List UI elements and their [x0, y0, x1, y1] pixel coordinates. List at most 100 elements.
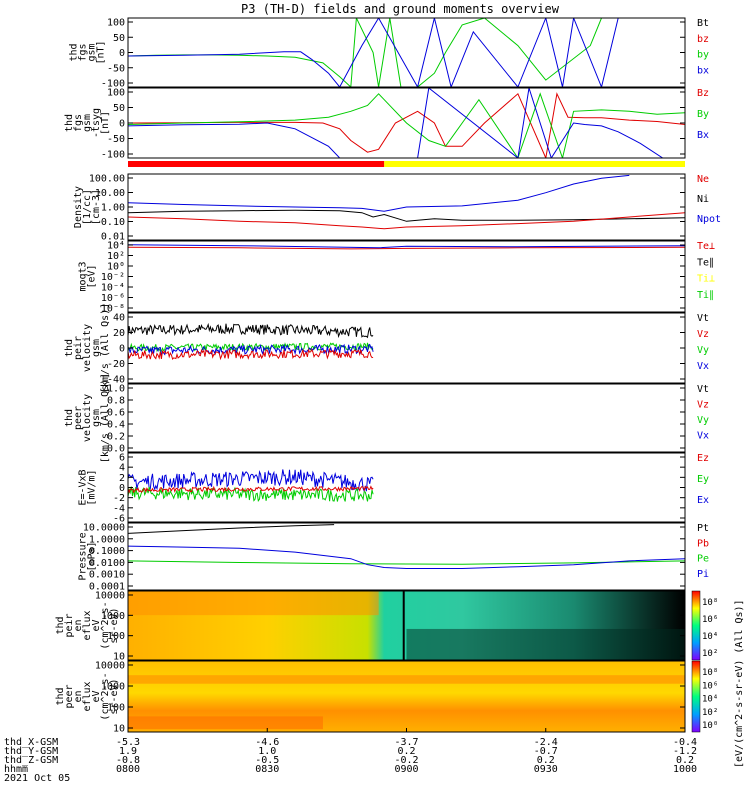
- panel-frame: [127, 383, 686, 453]
- y-axis-label-line: [nT]: [96, 40, 107, 64]
- y-axis-label-line: en: [73, 619, 84, 631]
- legend-entry-Vx: Vx: [697, 361, 709, 372]
- x-row-value: 0900: [394, 764, 418, 775]
- y-axis-label: thdpeervelocitygsm[km/s (All Qs)]: [64, 373, 111, 463]
- y-axis-label-line: [cm-3]: [91, 189, 102, 225]
- y-axis-label-line: thd: [64, 114, 75, 132]
- colorbar-strip: [691, 590, 701, 661]
- legend-entry-Vz: Vz: [697, 329, 709, 340]
- series-group: [128, 469, 374, 503]
- y-tick-label: -100: [101, 79, 125, 90]
- x-row-value: -0.8: [116, 755, 140, 766]
- legend-entry-Pe: Pe: [697, 554, 709, 565]
- legend-entry-Ez: Ez: [697, 453, 709, 464]
- colorbar-tick: 10⁶: [702, 615, 718, 625]
- y-axis-label-line: -tsyg: [91, 108, 102, 138]
- colorbar-tick: 10⁴: [702, 632, 718, 642]
- mode-bar: [128, 161, 685, 167]
- y-axis-label: Density[1/cc][cm-3]: [73, 186, 102, 228]
- panel-frame: [127, 312, 686, 384]
- y-tick-label: -100: [101, 150, 125, 161]
- y-axis-label: thdpeirenefluxeV(cm^2-s-sr-eV): [55, 601, 120, 649]
- series-line-Ey: [128, 486, 374, 503]
- series-line-Pi: [128, 545, 685, 569]
- series-line-Pe: [128, 560, 685, 565]
- x-date-label: 2021 Oct 05: [4, 773, 70, 784]
- y-axis-label-line: Pressure: [78, 532, 89, 580]
- y-axis-label-line: Density: [73, 186, 84, 228]
- y-tick-label: 0: [119, 48, 125, 59]
- y-tick-label: 10⁻⁴: [101, 283, 125, 294]
- y-axis-label-line: eV: [91, 690, 102, 702]
- y-tick-label: -4: [113, 503, 125, 514]
- y-tick-label: 10⁴: [107, 241, 125, 252]
- y-axis-label-line: peir: [64, 613, 75, 637]
- x-row-label-1: thd_Y-GSM: [4, 746, 58, 757]
- y-axis-label: moqt3[eV]: [78, 261, 98, 291]
- legend-entry-Vy: Vy: [697, 415, 709, 426]
- legend-entry-Ey: Ey: [697, 474, 709, 485]
- y-tick-label: 1.0000: [89, 534, 125, 545]
- colorbar-label: [eV/(cm^2-s-sr-eV) (All Qs)]: [734, 599, 745, 768]
- x-row-value: -1.2: [673, 746, 697, 757]
- y-tick-label: 10000: [95, 591, 125, 602]
- y-tick-label: 100.00: [89, 174, 125, 185]
- y-tick-label: 0.4: [107, 420, 125, 431]
- y-tick-label: 10.0000: [83, 523, 125, 534]
- legend-entry-Ex: Ex: [697, 495, 709, 506]
- x-row-value: 0.2: [537, 755, 555, 766]
- y-tick-label: -2: [113, 493, 125, 504]
- y-tick-label: 10⁻⁶: [101, 293, 125, 304]
- series-line-Npot: [128, 174, 630, 212]
- panel-density: 100.00 10.00 1.00 0.10 0.01 Density[1/cc][cm-…: [73, 173, 721, 243]
- y-tick-label: 0.1000: [89, 546, 125, 557]
- legend-entry-Te∥: Te∥: [697, 257, 714, 268]
- y-axis-label-line: en: [73, 690, 84, 702]
- legend-entry-Vt: Vt: [697, 384, 709, 395]
- legend-entry-Ti∥: Ti∥: [697, 290, 714, 301]
- y-tick-label: 0: [119, 119, 125, 130]
- y-tick-label: 6: [119, 453, 125, 464]
- colorbar-tick: 10⁸: [702, 598, 718, 608]
- y-tick-label: -50: [107, 134, 125, 145]
- colorbar-tick: 10²: [702, 649, 718, 659]
- y-axis-label-line: [eV]: [87, 264, 98, 288]
- x-row-value: -0.4: [673, 737, 697, 748]
- y-tick-label: 2: [119, 473, 125, 484]
- legend-entry-Pt: Pt: [697, 523, 709, 534]
- series-line-Ne: [128, 212, 685, 230]
- y-axis-label-line: eflux: [82, 610, 93, 640]
- y-tick-label: 1.00: [101, 203, 125, 214]
- x-row-value: -0.5: [255, 755, 279, 766]
- series-line-Ex: [128, 469, 374, 493]
- y-tick-label: 100: [107, 18, 125, 29]
- legend-entry-Npot: Npot: [697, 214, 721, 225]
- x-row-value: 0830: [255, 764, 279, 775]
- x-row-value: -5.3: [116, 737, 140, 748]
- series-group: [128, 524, 685, 569]
- y-tick-label: 10⁻²: [101, 272, 125, 283]
- y-tick-label: 0: [119, 344, 125, 355]
- series-line-Bx: [128, 88, 663, 158]
- series-group: [128, 322, 374, 361]
- colorbar-tick: 10⁶: [702, 681, 718, 691]
- y-tick-label: 1000: [101, 611, 125, 622]
- panel-pressure: 10.00001.00000.10000.01000.00100.0001Pre…: [78, 522, 709, 593]
- colorbar-tick: 10⁰: [702, 721, 718, 731]
- colorbar-tick: 10²: [702, 708, 718, 718]
- x-row-value: -4.6: [255, 737, 279, 748]
- series-line-Te: [128, 246, 685, 250]
- x-row-value: -0.7: [534, 746, 558, 757]
- series-group: [128, 244, 685, 250]
- y-axis-label: E=-VxB[mV/m]: [78, 469, 98, 505]
- mode-bar-segment: [384, 161, 685, 167]
- series-line-Ni: [128, 209, 685, 222]
- y-tick-label: 0.2: [107, 432, 125, 443]
- colorbar-tick: 10⁸: [702, 668, 718, 678]
- y-tick-label: 0.0010: [89, 570, 125, 581]
- y-tick-label: 50: [113, 103, 125, 114]
- legend-entry-bz: bz: [697, 34, 709, 45]
